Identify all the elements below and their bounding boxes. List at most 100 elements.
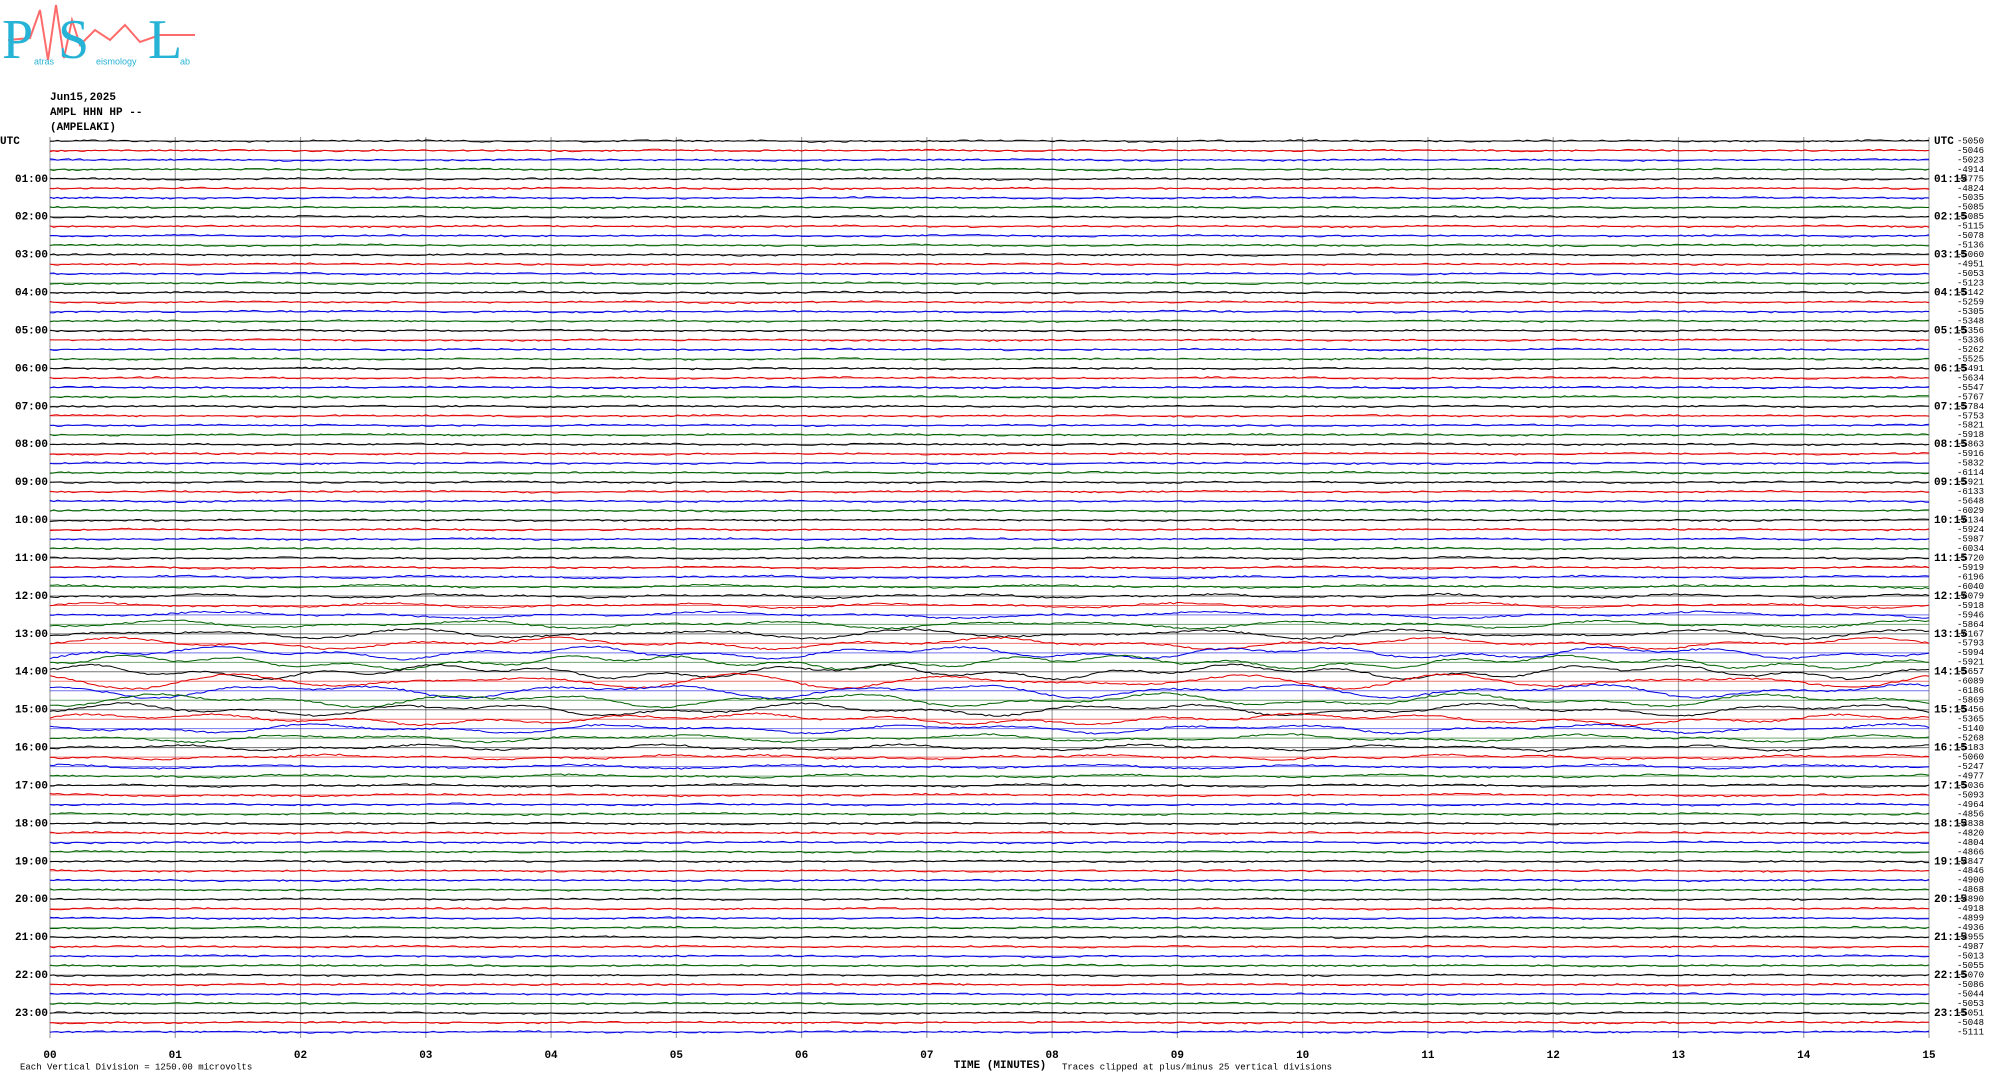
trace-offset: -4856: [1957, 809, 1984, 819]
trace-offset: -5078: [1957, 231, 1984, 241]
trace-offset: -6079: [1957, 591, 1984, 601]
trace: [49, 887, 1930, 892]
trace-offset: -5456: [1957, 705, 1984, 715]
trace-offset: -5085: [1957, 203, 1984, 213]
x-tick-label: 11: [1421, 1050, 1435, 1062]
trace: [49, 290, 1930, 295]
trace-offset: -6034: [1957, 544, 1984, 554]
trace-offset: -5921: [1957, 478, 1984, 488]
trace: [49, 1020, 1930, 1025]
trace-offset: -5919: [1957, 563, 1984, 573]
trace: [49, 328, 1930, 333]
trace-offset: -5060: [1957, 250, 1984, 260]
trace-offset: -4914: [1957, 165, 1984, 175]
trace: [49, 319, 1930, 323]
trace-offset: -5013: [1957, 952, 1984, 962]
trace-offset: -5657: [1957, 667, 1984, 677]
trace-offset: -4775: [1957, 174, 1984, 184]
trace-offset: -4846: [1957, 866, 1984, 876]
hour-label-left: 05:00: [15, 325, 48, 337]
trace: [49, 645, 1930, 661]
trace: [49, 1001, 1930, 1006]
trace: [49, 186, 1930, 191]
trace-offset: -5365: [1957, 715, 1984, 725]
hour-label-left: 10:00: [15, 515, 48, 527]
hour-label-right: 03:15: [1934, 250, 1967, 262]
trace: [49, 592, 1930, 600]
hour-label-right: 22:15: [1934, 970, 1967, 982]
x-tick-label: 06: [795, 1050, 808, 1062]
trace-offset: -5070: [1957, 971, 1984, 981]
trace-offset: -5821: [1957, 421, 1984, 431]
x-tick-label: 10: [1296, 1050, 1309, 1062]
x-axis-title: TIME (MINUTES): [954, 1060, 1046, 1072]
trace: [50, 869, 1930, 873]
trace: [49, 973, 1930, 977]
trace-offset: -5793: [1957, 639, 1984, 649]
trace-offset: -5142: [1957, 288, 1984, 298]
trace-offset: -5050: [1957, 136, 1984, 146]
trace: [49, 470, 1930, 475]
x-tick-label: 01: [169, 1050, 183, 1062]
trace-offset: -5348: [1957, 316, 1984, 326]
hour-label-right: 02:15: [1934, 212, 1967, 224]
hour-label-right: 08:15: [1934, 439, 1967, 451]
trace-offset: -5140: [1957, 724, 1984, 734]
trace: [49, 271, 1930, 276]
trace: [49, 376, 1930, 380]
hour-label-right: 18:15: [1934, 818, 1967, 830]
hour-label-right: 06:15: [1934, 363, 1967, 375]
trace: [49, 233, 1930, 238]
logo: P S L atras eismology ab: [2, 4, 195, 71]
trace-offset: -4866: [1957, 847, 1984, 857]
trace: [49, 357, 1929, 361]
trace: [49, 461, 1930, 466]
trace: [49, 601, 1930, 610]
trace-offset: -5023: [1957, 155, 1984, 165]
hour-label-left: 07:00: [15, 401, 48, 413]
trace-offset: -5753: [1957, 411, 1984, 421]
trace-offset: -5053: [1957, 269, 1984, 279]
trace: [49, 366, 1929, 371]
trace: [49, 897, 1930, 902]
logo-word: atras: [34, 56, 55, 66]
trace-offset: -4955: [1957, 933, 1984, 943]
trace-offset: -6167: [1957, 629, 1984, 639]
trace-offset: -4868: [1957, 885, 1984, 895]
trace-offset: -4918: [1957, 904, 1984, 914]
trace: [49, 830, 1930, 835]
hour-label-left: 02:00: [15, 212, 48, 224]
hour-label-left: 11:00: [15, 553, 48, 565]
hour-label-right: 15:15: [1934, 705, 1967, 717]
hour-label-left: 13:00: [15, 629, 48, 641]
trace-offset: -4936: [1957, 923, 1984, 933]
x-tick-label: 12: [1547, 1050, 1560, 1062]
trace: [49, 850, 1930, 854]
x-tick-label: 04: [544, 1050, 558, 1062]
trace: [49, 385, 1930, 390]
trace-offset: -5784: [1957, 402, 1984, 412]
hour-label-right: 21:15: [1934, 932, 1967, 944]
trace: [49, 414, 1930, 418]
hour-label-left: 12:00: [15, 591, 48, 603]
trace-offset: -5634: [1957, 373, 1984, 383]
trace-offset: -5720: [1957, 553, 1984, 563]
trace-offset: -5987: [1957, 534, 1984, 544]
hour-label-right: 10:15: [1934, 515, 1967, 527]
trace-offset: -5918: [1957, 601, 1984, 611]
trace-offset: -5547: [1957, 383, 1984, 393]
trace-offset: -4951: [1957, 260, 1984, 270]
trace-offset: -5035: [1957, 193, 1984, 203]
trace: [50, 610, 1930, 620]
hour-label-left: 04:00: [15, 288, 48, 300]
trace: [49, 252, 1930, 257]
trace: [49, 802, 1930, 807]
hour-label-right: 17:15: [1934, 780, 1967, 792]
trace-offset: -5262: [1957, 345, 1984, 355]
trace: [49, 518, 1930, 522]
hour-label-left: 23:00: [15, 1008, 48, 1020]
hour-label-left: 06:00: [15, 363, 48, 375]
trace: [49, 840, 1930, 845]
